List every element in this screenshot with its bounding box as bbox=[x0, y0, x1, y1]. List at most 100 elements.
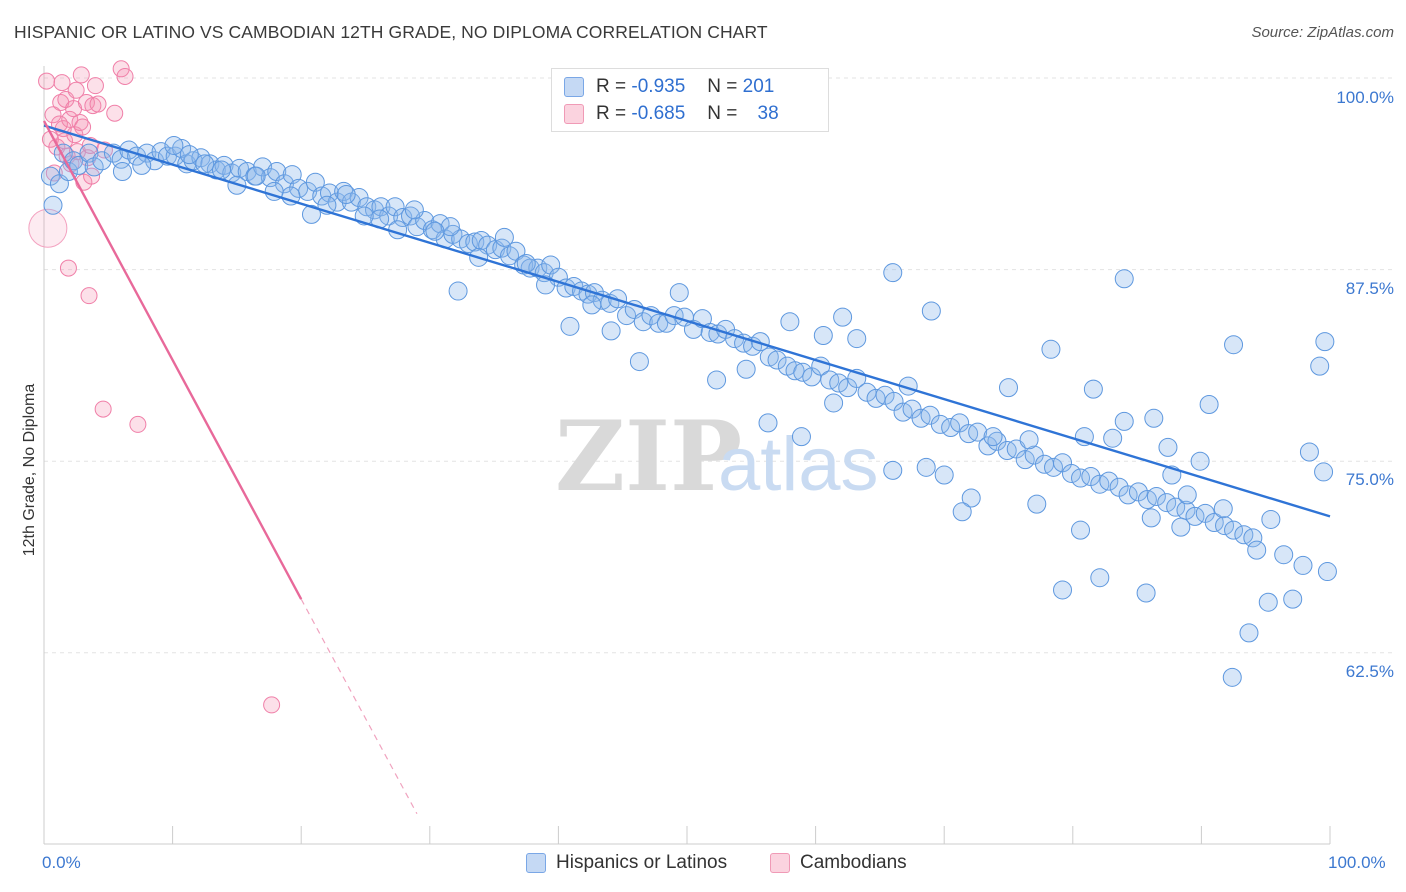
axes bbox=[43, 66, 1331, 845]
data-point-hispanic bbox=[968, 422, 988, 442]
data-point-hispanic bbox=[1044, 457, 1064, 477]
r-label: R = bbox=[596, 103, 627, 124]
data-point-hispanic bbox=[132, 155, 152, 175]
data-point-hispanic bbox=[780, 312, 800, 332]
data-point-hispanic bbox=[393, 207, 413, 227]
data-point-hispanic bbox=[267, 162, 287, 182]
r-value-pink: -0.685 bbox=[631, 103, 686, 124]
data-point-hispanic bbox=[767, 350, 787, 370]
data-point-hispanic bbox=[1261, 509, 1281, 529]
data-point-hispanic bbox=[1213, 499, 1233, 519]
legend-label-hispanic: Hispanics or Latinos bbox=[556, 852, 728, 873]
data-point-hispanic bbox=[707, 370, 727, 390]
data-point-hispanic bbox=[1158, 437, 1178, 457]
data-point-hispanic bbox=[1315, 332, 1335, 352]
data-point-cambodian bbox=[53, 74, 71, 92]
data-point-hispanic bbox=[649, 313, 669, 333]
data-point-hispanic bbox=[1019, 430, 1039, 450]
trend-line-cambodian bbox=[42, 120, 303, 600]
data-point-hispanic bbox=[246, 166, 266, 186]
legend-label-cambodian: Cambodians bbox=[800, 852, 907, 873]
data-point-hispanic bbox=[1247, 540, 1267, 560]
grid-lines bbox=[44, 77, 1392, 654]
x-tick-label-min: 0.0% bbox=[42, 853, 81, 872]
data-point-hispanic bbox=[1177, 485, 1197, 505]
legend-row-cambodian: R = -0.685 N = 38 bbox=[564, 102, 779, 126]
data-point-hispanic bbox=[425, 221, 445, 241]
data-point-hispanic bbox=[833, 307, 853, 327]
data-point-cambodian bbox=[106, 104, 124, 122]
data-point-hispanic bbox=[440, 217, 460, 237]
legend-row-hispanic: R = -0.935 N = 201 bbox=[564, 75, 774, 99]
data-point-hispanic bbox=[92, 151, 112, 171]
n-value-pink: 38 bbox=[757, 103, 779, 124]
data-point-hispanic bbox=[541, 255, 561, 275]
data-point-hispanic bbox=[448, 281, 468, 301]
data-point-cambodian bbox=[83, 167, 101, 185]
data-point-hispanic bbox=[961, 488, 981, 508]
data-point-hispanic bbox=[404, 200, 424, 220]
data-point-hispanic bbox=[336, 184, 356, 204]
data-point-hispanic bbox=[930, 414, 950, 434]
data-point-hispanic bbox=[407, 217, 427, 237]
data-point-hispanic bbox=[1171, 517, 1191, 537]
trend-lines bbox=[42, 120, 1331, 815]
data-point-cambodian bbox=[112, 60, 130, 78]
data-point-cambodian bbox=[116, 67, 134, 85]
data-point-hispanic bbox=[1062, 463, 1082, 483]
data-point-hispanic bbox=[1293, 555, 1313, 575]
data-point-hispanic bbox=[601, 321, 621, 341]
data-point-hispanic bbox=[847, 329, 867, 349]
data-point-hispanic bbox=[1243, 528, 1263, 548]
data-point-hispanic bbox=[999, 378, 1018, 398]
data-point-hispanic bbox=[921, 301, 941, 321]
data-point-hispanic bbox=[1258, 592, 1278, 612]
data-point-hispanic bbox=[582, 295, 602, 315]
data-point-hispanic bbox=[1157, 493, 1177, 513]
data-point-hispanic bbox=[952, 502, 972, 522]
n-value-blue: 201 bbox=[742, 76, 775, 97]
data-point-hispanic bbox=[1144, 408, 1164, 428]
y-tick-label: 62.5% bbox=[1345, 662, 1394, 681]
data-point-hispanic bbox=[1071, 468, 1091, 488]
watermark-zip: ZIP bbox=[555, 400, 742, 513]
data-point-hispanic bbox=[1015, 450, 1035, 470]
data-point-cambodian bbox=[94, 400, 112, 418]
data-point-hispanic bbox=[1299, 442, 1319, 462]
data-point-cambodian bbox=[59, 259, 77, 277]
data-point-hispanic bbox=[465, 232, 485, 252]
data-point-hispanic bbox=[1310, 356, 1330, 376]
data-point-hispanic bbox=[84, 157, 104, 177]
legend-item-hispanic[interactable]: Hispanics or Latinos bbox=[526, 852, 727, 874]
data-point-hispanic bbox=[1185, 506, 1205, 526]
source-label: Source: ZipAtlas.com bbox=[1251, 24, 1394, 41]
data-point-cambodian bbox=[89, 95, 107, 113]
data-point-hispanic bbox=[617, 306, 637, 326]
legend-swatch-blue bbox=[526, 853, 546, 873]
data-point-hispanic bbox=[633, 312, 653, 332]
data-point-hispanic bbox=[1215, 516, 1235, 536]
data-point-hispanic bbox=[1090, 568, 1110, 588]
data-point-hispanic bbox=[829, 373, 849, 393]
data-point-hispanic bbox=[700, 322, 720, 342]
data-point-hispanic bbox=[1274, 545, 1294, 565]
data-point-hispanic bbox=[1103, 428, 1123, 448]
legend-swatch-pink bbox=[770, 853, 790, 873]
data-point-cambodian bbox=[38, 72, 56, 90]
legend-item-cambodian[interactable]: Cambodians bbox=[770, 852, 907, 874]
data-point-hispanic bbox=[1071, 520, 1091, 540]
data-point-hispanic bbox=[164, 135, 184, 155]
r-value-blue: -0.935 bbox=[631, 76, 686, 97]
data-point-hispanic bbox=[791, 427, 811, 447]
cambodian-points bbox=[28, 60, 281, 714]
data-point-hispanic bbox=[1190, 451, 1210, 471]
data-point-hispanic bbox=[1083, 379, 1103, 399]
data-point-hispanic bbox=[172, 139, 192, 159]
data-point-hispanic bbox=[1222, 667, 1242, 687]
data-point-hispanic bbox=[119, 140, 139, 160]
watermark-atlas: atlas bbox=[718, 422, 879, 507]
data-point-hispanic bbox=[813, 326, 833, 346]
data-point-hispanic bbox=[253, 157, 273, 177]
data-point-hispanic bbox=[1114, 269, 1134, 289]
data-point-hispanic bbox=[1283, 589, 1303, 609]
